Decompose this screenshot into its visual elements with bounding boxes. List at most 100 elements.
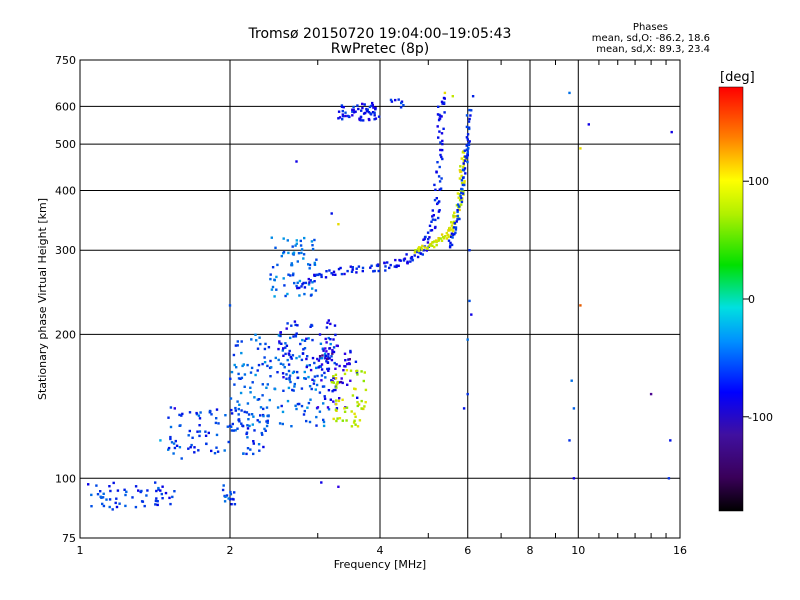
data-point	[313, 261, 316, 265]
data-point	[277, 334, 281, 337]
data-point	[367, 117, 371, 121]
data-point	[230, 408, 233, 412]
data-point	[286, 292, 289, 296]
data-point	[437, 136, 440, 139]
data-point	[277, 347, 280, 351]
data-point	[210, 449, 213, 453]
data-point	[447, 235, 450, 239]
data-point	[374, 117, 378, 120]
data-point	[330, 212, 333, 215]
data-point	[413, 251, 417, 254]
data-point	[432, 214, 435, 217]
data-point	[327, 408, 331, 411]
data-point	[335, 402, 338, 406]
data-point	[319, 357, 322, 360]
data-point	[247, 413, 251, 416]
data-point	[354, 360, 358, 363]
data-point	[267, 346, 271, 349]
data-point	[270, 236, 273, 239]
data-point	[167, 416, 170, 419]
data-point	[356, 425, 360, 428]
data-point	[322, 420, 326, 424]
data-point	[321, 357, 324, 360]
data-point	[460, 191, 463, 195]
data-point	[325, 360, 328, 363]
data-point	[320, 368, 324, 371]
data-point	[298, 286, 301, 290]
data-point	[437, 118, 441, 122]
data-point	[429, 243, 432, 246]
data-point	[333, 361, 336, 365]
data-point	[433, 245, 436, 249]
data-point	[442, 127, 445, 130]
data-point	[273, 278, 276, 281]
data-point	[468, 140, 471, 143]
data-point	[362, 407, 365, 411]
data-point	[465, 136, 469, 139]
data-point	[291, 273, 295, 277]
data-point	[154, 481, 157, 484]
data-point	[315, 366, 318, 370]
data-point	[346, 362, 349, 366]
data-point	[276, 263, 279, 267]
data-point	[276, 406, 280, 409]
data-point	[300, 251, 303, 255]
data-point	[406, 260, 409, 263]
data-point	[300, 404, 304, 408]
data-point	[416, 255, 420, 259]
data-point	[423, 236, 427, 239]
data-point	[373, 269, 376, 273]
data-point	[453, 211, 456, 214]
data-point	[300, 358, 304, 362]
data-point	[282, 250, 286, 254]
data-point	[358, 117, 361, 120]
x-tick-label: 10	[571, 544, 585, 557]
data-point	[232, 429, 235, 432]
data-point	[114, 501, 117, 505]
data-point	[459, 189, 463, 192]
data-point	[292, 251, 296, 254]
data-point	[258, 336, 261, 339]
data-point	[332, 375, 335, 378]
data-point	[315, 415, 318, 419]
data-point	[293, 320, 297, 323]
data-point	[442, 236, 445, 239]
data-point	[237, 418, 240, 421]
data-point	[307, 401, 311, 405]
data-point	[169, 425, 173, 429]
data-point	[205, 442, 208, 445]
data-point	[341, 398, 344, 401]
data-point	[670, 130, 673, 134]
data-point	[436, 201, 440, 204]
data-point	[326, 357, 329, 360]
data-point	[440, 132, 444, 135]
data-point	[230, 503, 233, 506]
data-point	[435, 170, 438, 173]
data-point	[228, 424, 232, 428]
data-point	[262, 407, 265, 411]
data-point	[433, 226, 437, 230]
data-point	[282, 363, 285, 366]
data-point	[296, 402, 300, 406]
data-point	[418, 251, 421, 254]
data-point	[318, 355, 322, 358]
data-point	[240, 376, 244, 380]
data-point	[262, 445, 265, 449]
data-point	[456, 203, 460, 206]
data-point	[431, 215, 434, 218]
data-point	[303, 236, 306, 240]
data-point	[440, 115, 443, 118]
data-point	[284, 352, 287, 356]
data-point	[266, 419, 269, 422]
data-point	[167, 446, 171, 450]
data-point	[358, 419, 362, 422]
data-point	[331, 350, 334, 353]
data-point	[351, 394, 355, 397]
data-point	[295, 239, 298, 242]
data-point	[467, 126, 471, 129]
data-point	[282, 347, 285, 350]
data-point	[270, 366, 273, 369]
data-point	[314, 388, 317, 391]
data-point	[315, 258, 318, 261]
data-point	[346, 383, 349, 386]
